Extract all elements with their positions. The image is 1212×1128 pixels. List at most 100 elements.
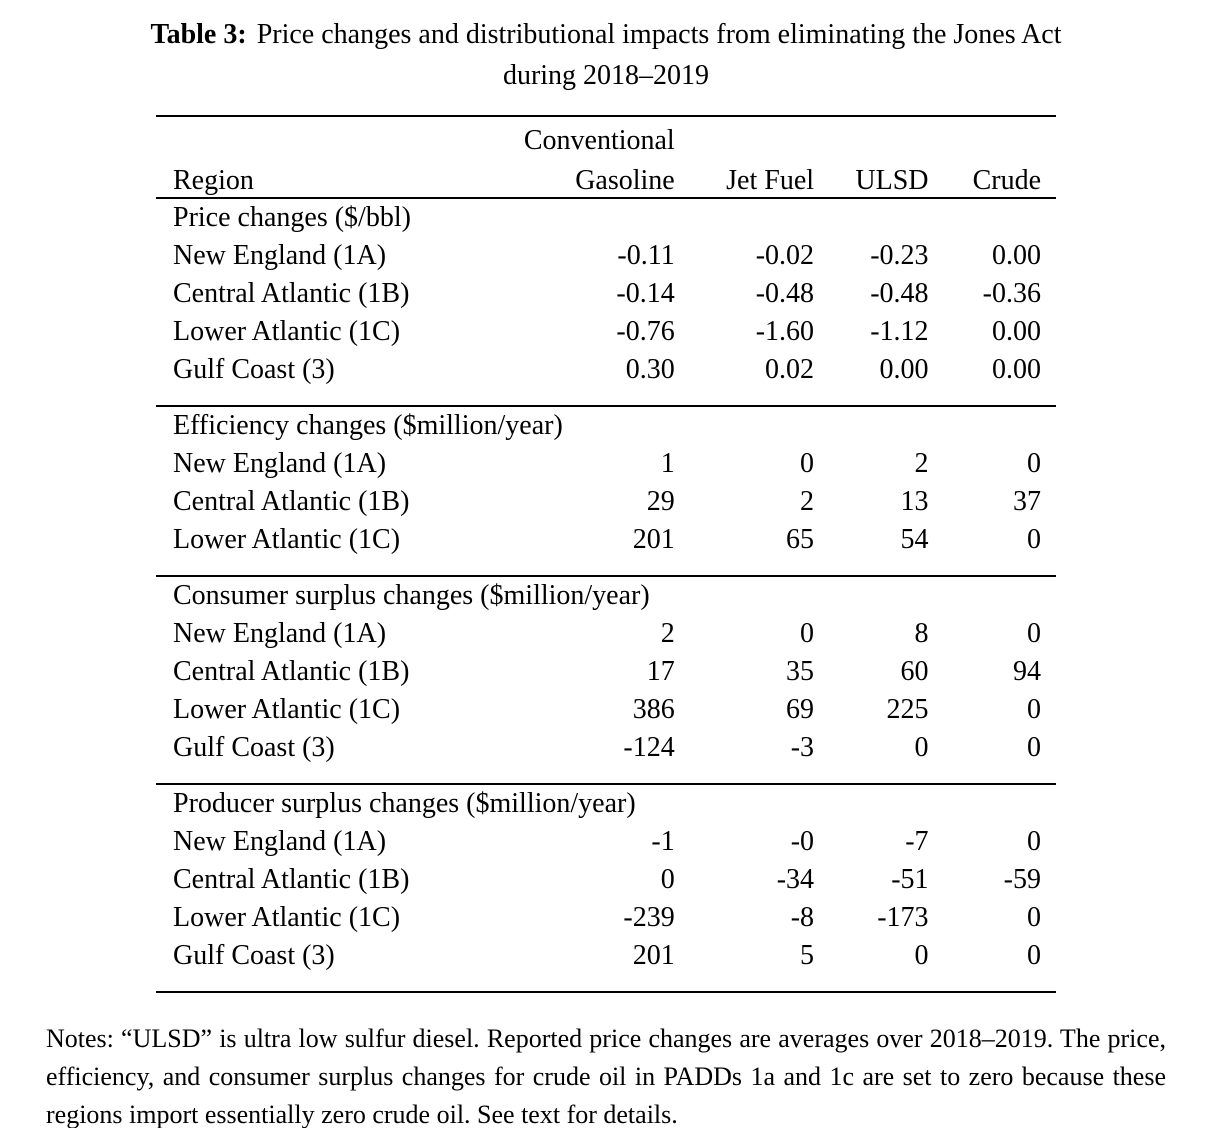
value-cell: 225 [886, 694, 929, 725]
region-cell: Central Atlantic (1B) [173, 864, 410, 895]
table-row: Lower Atlantic (1C) 201 65 54 0 [156, 521, 1056, 576]
value-cell: -0.11 [617, 240, 675, 271]
value-cell: 0 [914, 732, 929, 763]
table-row: Gulf Coast (3) -124 -3 0 0 [156, 729, 1056, 784]
region-cell: Central Atlantic (1B) [173, 656, 410, 687]
value-cell: 201 [632, 940, 675, 971]
value-cell: -0.23 [870, 240, 929, 271]
value-cell: -1.12 [870, 316, 929, 347]
value-cell: 0 [1027, 902, 1041, 933]
value-cell: 0 [914, 940, 929, 971]
table-caption-line1: Price changes and distributional impacts… [256, 19, 1062, 50]
value-cell: 5 [800, 940, 815, 971]
table-section: Producer surplus changes ($million/year)… [156, 784, 1056, 992]
table-row: Central Atlantic (1B) 0 -34 -51 -59 [156, 861, 1056, 899]
section-header-row: Efficiency changes ($million/year) [156, 406, 1056, 445]
region-cell: New England (1A) [173, 240, 387, 271]
region-cell: Gulf Coast (3) [173, 354, 335, 385]
section-title: Producer surplus changes ($million/year) [173, 788, 636, 819]
value-cell: 65 [786, 524, 815, 555]
section-header-row: Producer surplus changes ($million/year) [156, 784, 1056, 823]
header-ulsd: ULSD [855, 165, 929, 196]
value-cell: -0.14 [616, 278, 675, 309]
value-cell: 2 [914, 448, 929, 479]
table-row: New England (1A) -0.11 -0.02 -0.23 0.00 [156, 237, 1056, 275]
table-row: Central Atlantic (1B) -0.14 -0.48 -0.48 -0.3… [156, 275, 1056, 313]
value-cell: -8 [790, 902, 815, 933]
table-caption-label: Table 3: [150, 19, 247, 50]
table-row: Lower Atlantic (1C) -0.76 -1.60 -1.12 0.00 [156, 313, 1056, 351]
table-caption-line2: during 2018–2019 [502, 60, 710, 91]
table-row: New England (1A) -1 -0 -7 0 [156, 823, 1056, 861]
region-cell: New England (1A) [173, 448, 387, 479]
table-notes: Notes: “ULSD” is ultra low sulfur diesel… [46, 1024, 1166, 1128]
table-section: Price changes ($/bbl) New England (1A) -0.… [156, 198, 1056, 406]
header-crude: Crude [972, 165, 1041, 196]
value-cell: 0 [1027, 940, 1041, 971]
region-cell: Central Atlantic (1B) [173, 278, 410, 309]
section-title: Price changes ($/bbl) [173, 202, 411, 233]
header-empty-cell [156, 116, 524, 157]
value-cell: -1.60 [755, 316, 815, 347]
table-row: Gulf Coast (3) 201 5 0 0 [156, 937, 1056, 992]
table-section: Efficiency changes ($million/year) New En… [156, 406, 1056, 576]
value-cell: 69 [786, 694, 815, 725]
value-cell: 94 [1013, 656, 1041, 687]
section-header-row: Price changes ($/bbl) [156, 198, 1056, 237]
table-row: Gulf Coast (3) 0.30 0.02 0.00 0.00 [156, 351, 1056, 406]
header-region: Region [173, 165, 254, 196]
value-cell: 17 [646, 656, 675, 687]
header-empty-cell [944, 116, 1056, 157]
region-cell: Central Atlantic (1B) [173, 486, 410, 517]
value-cell: -0.36 [982, 278, 1041, 309]
value-cell: 8 [914, 618, 929, 649]
value-cell: 37 [1013, 486, 1041, 517]
value-cell: -34 [776, 864, 815, 895]
table-row: New England (1A) 2 0 8 0 [156, 615, 1056, 653]
table-caption: Table 3: Price changes and distributional… [28, 14, 1184, 96]
value-cell: 1 [660, 448, 675, 479]
header-jet-fuel: Jet Fuel [726, 165, 815, 196]
value-cell: 2 [660, 618, 675, 649]
header-empty-cell [690, 116, 829, 157]
value-cell: 29 [646, 486, 675, 517]
value-cell: 0 [1027, 826, 1041, 857]
value-cell: -173 [877, 902, 929, 933]
value-cell: 0 [1027, 694, 1041, 725]
value-cell: 60 [900, 656, 929, 687]
region-cell: Gulf Coast (3) [173, 732, 335, 763]
section-header-row: Consumer surplus changes ($million/year) [156, 576, 1056, 615]
region-cell: New England (1A) [173, 618, 387, 649]
region-cell: Gulf Coast (3) [173, 940, 335, 971]
value-cell: 0.00 [992, 354, 1041, 385]
table-section: Consumer surplus changes ($million/year)… [156, 576, 1056, 784]
value-cell: -124 [623, 732, 675, 763]
value-cell: -0.02 [755, 240, 815, 271]
header-conventional: Conventional [523, 125, 675, 156]
region-cell: Lower Atlantic (1C) [173, 316, 401, 347]
table-row: Lower Atlantic (1C) -239 -8 -173 0 [156, 899, 1056, 937]
section-title: Efficiency changes ($million/year) [173, 410, 563, 441]
value-cell: 0 [660, 864, 675, 895]
value-cell: 0.00 [992, 316, 1041, 347]
region-cell: New England (1A) [173, 826, 387, 857]
header-row: Region Gasoline Jet Fuel ULSD Crude [156, 157, 1056, 198]
table-row: Central Atlantic (1B) 17 35 60 94 [156, 653, 1056, 691]
value-cell: -239 [623, 902, 675, 933]
region-cell: Lower Atlantic (1C) [173, 524, 401, 555]
value-cell: -7 [905, 826, 929, 857]
value-cell: 0.00 [992, 240, 1041, 271]
header-empty-cell [829, 116, 944, 157]
value-cell: 0 [1027, 618, 1041, 649]
value-cell: 0 [1027, 448, 1041, 479]
header-gasoline: Gasoline [575, 165, 675, 196]
value-cell: 0.30 [625, 354, 675, 385]
table-row: New England (1A) 1 0 2 0 [156, 445, 1056, 483]
value-cell: 35 [786, 656, 815, 687]
value-cell: 0 [800, 618, 815, 649]
value-cell: 0 [1027, 524, 1041, 555]
value-cell: 0 [800, 448, 815, 479]
value-cell: 0 [1027, 732, 1041, 763]
results-table: Conventional Region Gasoline Jet Fuel UL… [156, 115, 1056, 993]
value-cell: 0.00 [879, 354, 929, 385]
